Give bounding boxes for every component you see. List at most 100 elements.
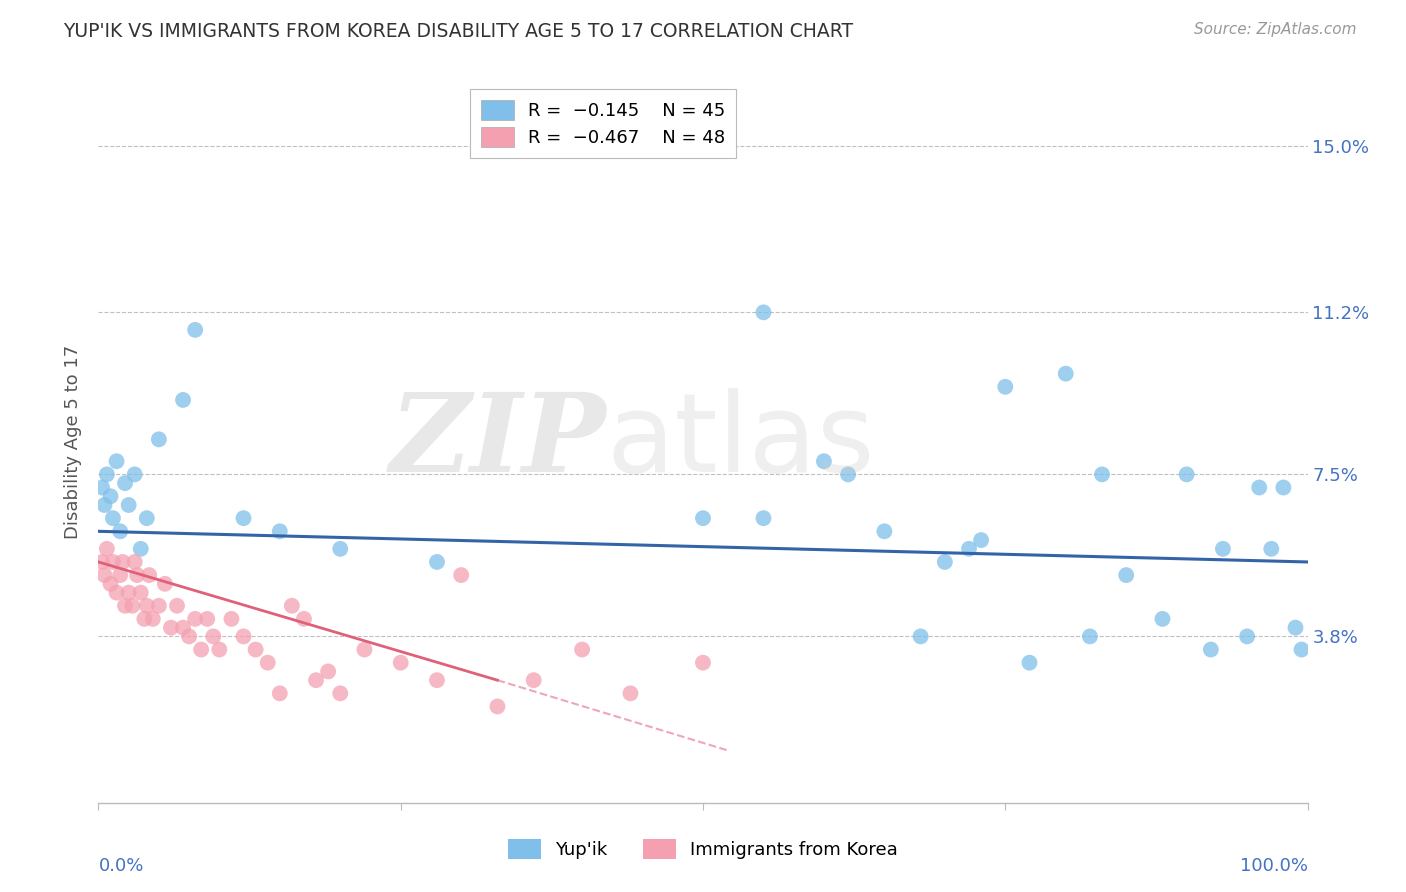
Point <box>124 467 146 482</box>
Point <box>134 612 156 626</box>
Point <box>245 642 267 657</box>
Point <box>692 511 714 525</box>
Point <box>316 665 339 679</box>
Point <box>114 476 136 491</box>
Point <box>305 673 328 688</box>
Point <box>135 511 157 525</box>
Point <box>970 533 993 547</box>
Point <box>837 467 859 482</box>
Point <box>389 656 412 670</box>
Point <box>172 392 194 407</box>
Point <box>118 585 141 599</box>
Point <box>221 612 243 626</box>
Point <box>135 599 157 613</box>
Point <box>100 489 122 503</box>
Point <box>426 673 449 688</box>
Point <box>179 629 201 643</box>
Point <box>486 699 509 714</box>
Point <box>1284 621 1306 635</box>
Point <box>100 577 122 591</box>
Point <box>160 621 183 635</box>
Point <box>1175 467 1198 482</box>
Point <box>195 612 218 626</box>
Point <box>96 467 118 482</box>
Point <box>148 599 170 613</box>
Point <box>127 568 149 582</box>
Point <box>523 673 546 688</box>
Point <box>118 498 141 512</box>
Point <box>873 524 896 539</box>
Point <box>1115 568 1137 582</box>
Point <box>1152 612 1174 626</box>
Point <box>166 599 188 613</box>
Point <box>208 642 231 657</box>
Point <box>114 599 136 613</box>
Point <box>450 568 472 582</box>
Point <box>138 568 160 582</box>
Point <box>91 481 114 495</box>
Point <box>292 612 315 626</box>
Point <box>93 498 115 512</box>
Point <box>692 656 714 670</box>
Point <box>353 642 375 657</box>
Point <box>571 642 593 657</box>
Point <box>124 555 146 569</box>
Point <box>813 454 835 468</box>
Point <box>232 629 254 643</box>
Point <box>329 541 352 556</box>
Text: 0.0%: 0.0% <box>98 857 143 875</box>
Point <box>994 380 1017 394</box>
Point <box>1291 642 1313 657</box>
Point <box>108 524 131 539</box>
Point <box>1199 642 1222 657</box>
Point <box>105 454 128 468</box>
Point <box>1078 629 1101 643</box>
Point <box>1249 481 1271 495</box>
Point <box>1260 541 1282 556</box>
Point <box>105 585 128 599</box>
Point <box>256 656 278 670</box>
Point <box>108 568 131 582</box>
Point <box>426 555 449 569</box>
Point <box>184 612 207 626</box>
Point <box>934 555 956 569</box>
Point <box>153 577 176 591</box>
Point <box>121 599 143 613</box>
Point <box>269 524 291 539</box>
Text: ZIP: ZIP <box>389 388 606 495</box>
Point <box>148 433 170 447</box>
Point <box>329 686 352 700</box>
Point <box>752 305 775 319</box>
Point <box>96 541 118 556</box>
Point <box>910 629 932 643</box>
Point <box>184 323 207 337</box>
Point <box>111 555 134 569</box>
Point <box>91 555 114 569</box>
Point <box>269 686 291 700</box>
Point <box>1091 467 1114 482</box>
Point <box>129 585 152 599</box>
Text: Source: ZipAtlas.com: Source: ZipAtlas.com <box>1194 22 1357 37</box>
Point <box>1018 656 1040 670</box>
Point <box>957 541 980 556</box>
Point <box>1236 629 1258 643</box>
Point <box>142 612 165 626</box>
Text: atlas: atlas <box>606 388 875 495</box>
Point <box>1054 367 1077 381</box>
Point <box>232 511 254 525</box>
Point <box>101 555 124 569</box>
Text: YUP'IK VS IMMIGRANTS FROM KOREA DISABILITY AGE 5 TO 17 CORRELATION CHART: YUP'IK VS IMMIGRANTS FROM KOREA DISABILI… <box>63 22 853 41</box>
Point <box>202 629 225 643</box>
Point <box>129 541 152 556</box>
Point <box>172 621 194 635</box>
Point <box>619 686 641 700</box>
Point <box>1212 541 1234 556</box>
Text: 100.0%: 100.0% <box>1240 857 1308 875</box>
Point <box>101 511 124 525</box>
Point <box>281 599 304 613</box>
Point <box>190 642 212 657</box>
Point <box>93 568 115 582</box>
Y-axis label: Disability Age 5 to 17: Disability Age 5 to 17 <box>65 344 83 539</box>
Legend: Yup'ik, Immigrants from Korea: Yup'ik, Immigrants from Korea <box>501 831 905 866</box>
Point <box>1272 481 1295 495</box>
